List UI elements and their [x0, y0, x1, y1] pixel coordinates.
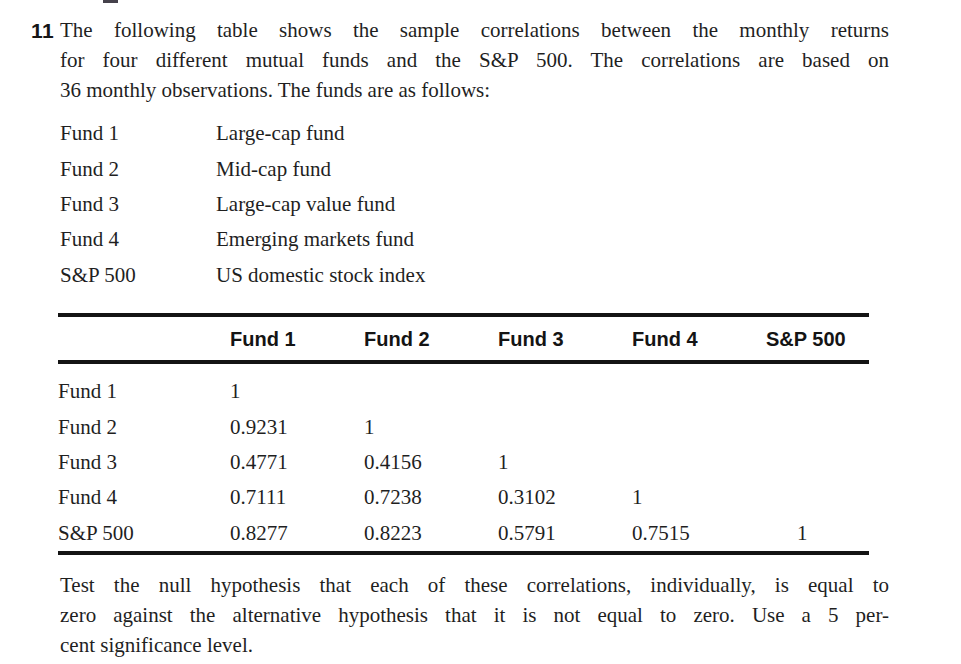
table-cell: 1: [498, 450, 632, 475]
table-row: Fund 2 0.9231 1: [58, 409, 869, 444]
fund-legend-row: S&P 500 US domestic stock index: [60, 258, 425, 293]
fund-name: Fund 1: [60, 121, 216, 146]
fund-legend-row: Fund 4 Emerging markets fund: [60, 222, 425, 257]
question-text-line: cent significance level.: [60, 630, 889, 660]
problem-number: 11: [31, 19, 54, 43]
table-cell: 1: [632, 485, 766, 510]
fund-description: Large-cap fund: [216, 121, 344, 146]
table-cell: 0.8223: [364, 521, 498, 546]
table-cell: 0.7238: [364, 485, 498, 510]
question-text-line: Test the null hypothesis that each of th…: [60, 570, 889, 600]
table-cell: 0.9231: [230, 415, 364, 440]
table-row: Fund 3 0.4771 0.4156 1: [58, 445, 869, 480]
cropped-text-fragment: [103, 0, 118, 3]
table-cell: 1: [230, 379, 364, 404]
row-label: Fund 1: [58, 379, 230, 404]
column-header: Fund 4: [632, 328, 766, 351]
column-header: Fund 2: [364, 328, 498, 351]
table-cell: 0.7111: [230, 485, 364, 510]
column-header: Fund 3: [498, 328, 632, 351]
fund-name: S&P 500: [60, 263, 216, 288]
fund-name: Fund 2: [60, 157, 216, 182]
question-text: Test the null hypothesis that each of th…: [60, 570, 889, 660]
fund-description: US domestic stock index: [216, 263, 425, 288]
row-label: Fund 2: [58, 415, 230, 440]
fund-legend: Fund 1 Large-cap fund Fund 2 Mid-cap fun…: [60, 116, 425, 293]
fund-legend-row: Fund 1 Large-cap fund: [60, 116, 425, 151]
correlation-table: Fund 1 Fund 2 Fund 3 Fund 4 S&P 500 Fund…: [58, 313, 869, 555]
problem-statement-line: The following table shows the sample cor…: [60, 15, 889, 45]
question-text-line: zero against the alternative hypothesis …: [60, 600, 889, 630]
fund-description: Emerging markets fund: [216, 227, 414, 252]
fund-legend-row: Fund 2 Mid-cap fund: [60, 151, 425, 186]
fund-description: Mid-cap fund: [216, 157, 331, 182]
problem-statement: The following table shows the sample cor…: [60, 15, 889, 105]
problem-statement-line: 36 monthly observations. The funds are a…: [60, 75, 889, 105]
table-body: Fund 1 1 Fund 2 0.9231 1 Fund 3 0.4771 0…: [58, 364, 869, 551]
problem-statement-line: for four different mutual funds and the …: [60, 45, 889, 75]
table-row: S&P 500 0.8277 0.8223 0.5791 0.7515 1: [58, 516, 869, 551]
fund-name: Fund 4: [60, 227, 216, 252]
column-header: S&P 500: [766, 328, 869, 351]
table-bottom-rule: [58, 551, 869, 555]
fund-legend-row: Fund 3 Large-cap value fund: [60, 187, 425, 222]
table-header-row: Fund 1 Fund 2 Fund 3 Fund 4 S&P 500: [58, 317, 869, 360]
table-cell: 0.3102: [498, 485, 632, 510]
table-cell: 0.4156: [364, 450, 498, 475]
table-cell: 0.7515: [632, 521, 766, 546]
row-label: S&P 500: [58, 521, 230, 546]
row-label: Fund 3: [58, 450, 230, 475]
table-row: Fund 4 0.7111 0.7238 0.3102 1: [58, 480, 869, 515]
table-cell: 1: [364, 415, 498, 440]
column-header: Fund 1: [230, 328, 364, 351]
table-cell: 0.4771: [230, 450, 364, 475]
row-label: Fund 4: [58, 485, 230, 510]
table-cell: 0.5791: [498, 521, 632, 546]
table-cell: 1: [766, 521, 869, 546]
fund-name: Fund 3: [60, 192, 216, 217]
table-cell: 0.8277: [230, 521, 364, 546]
table-row: Fund 1 1: [58, 374, 869, 409]
fund-description: Large-cap value fund: [216, 192, 395, 217]
